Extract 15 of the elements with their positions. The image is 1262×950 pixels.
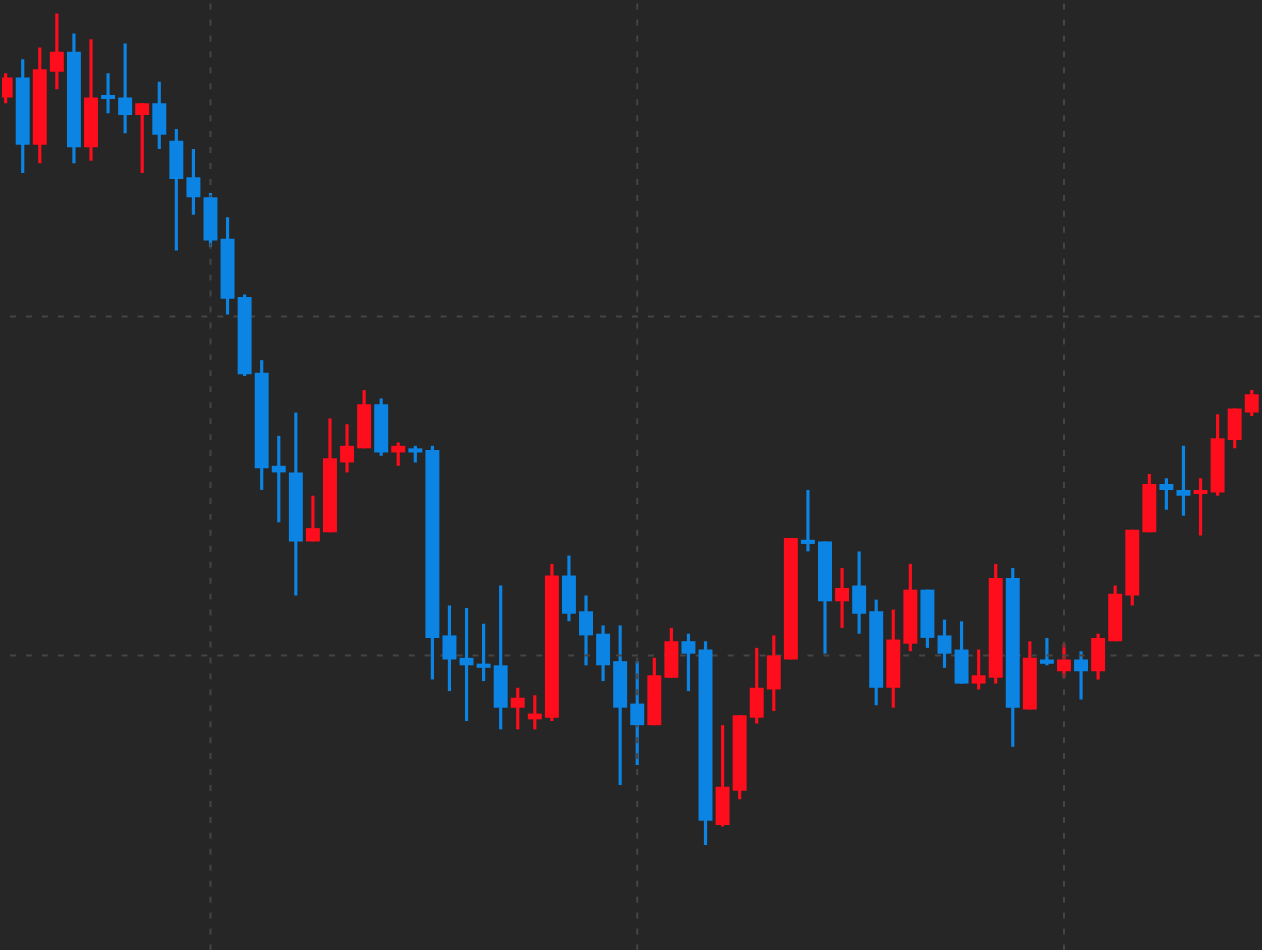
candlestick <box>835 566 850 630</box>
candlestick <box>152 80 167 151</box>
candlestick <box>681 632 696 693</box>
candlestick <box>203 191 218 249</box>
candlestick <box>1039 636 1054 667</box>
candlestick <box>510 686 525 731</box>
candlestick <box>1159 476 1174 512</box>
candlestick <box>135 101 150 175</box>
candlestick <box>1057 642 1071 680</box>
candlestick <box>391 440 406 468</box>
candlestick <box>1 71 13 105</box>
candlestick <box>954 619 969 686</box>
candlestick <box>1176 444 1191 518</box>
candlestick <box>1074 649 1089 702</box>
candlestick <box>937 617 952 670</box>
